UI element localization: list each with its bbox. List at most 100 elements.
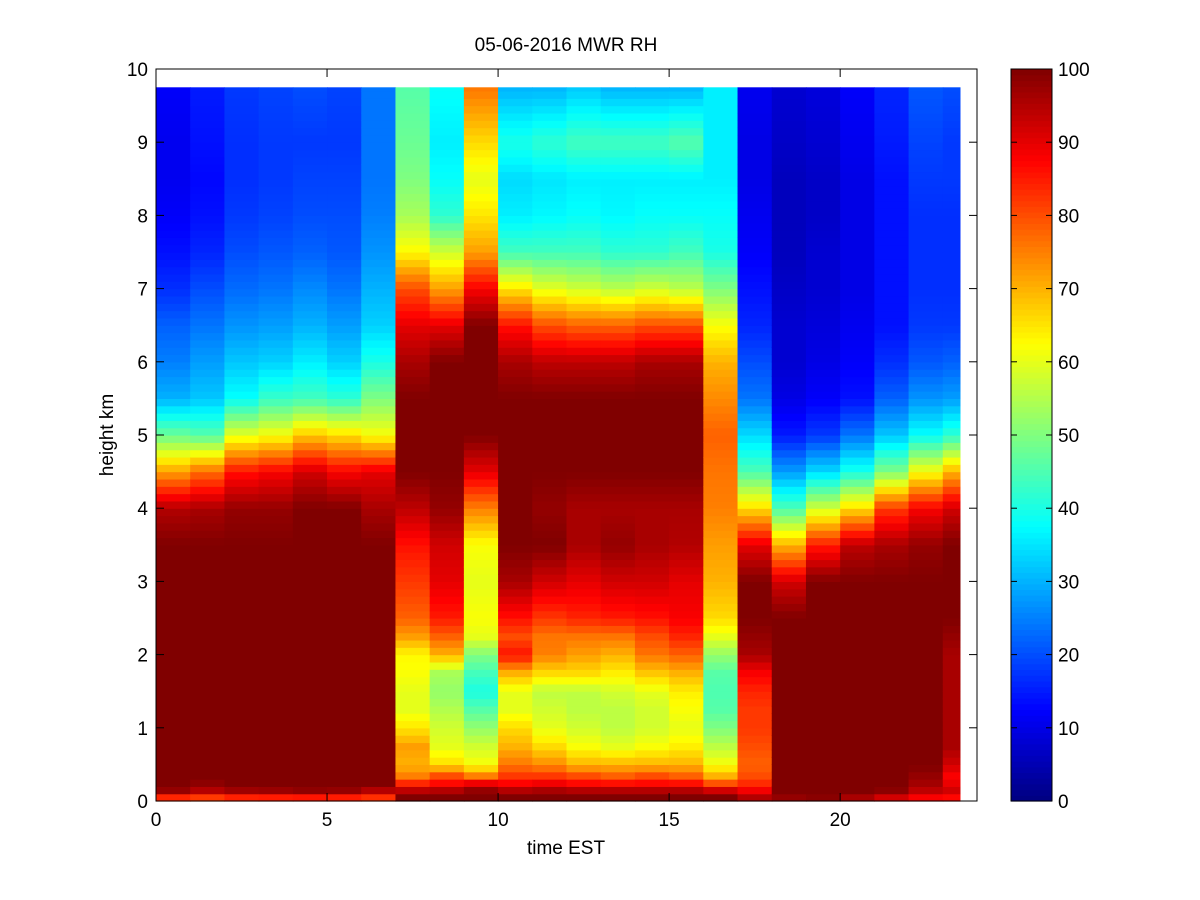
heatmap-cell [771, 105, 807, 114]
heatmap-cell [737, 420, 773, 429]
heatmap-cell [429, 230, 465, 238]
heatmap-cell [600, 771, 636, 780]
heatmap-cell [224, 376, 260, 385]
heatmap-cell [463, 186, 499, 195]
heatmap-cell [566, 376, 602, 385]
heatmap-cell [395, 493, 431, 502]
y-axis-label: height km [97, 394, 118, 476]
heatmap-cell [908, 566, 944, 575]
heatmap-cell [600, 259, 636, 268]
heatmap-cell [703, 647, 739, 656]
heatmap-cell [805, 742, 841, 751]
heatmap-cell [600, 413, 636, 421]
heatmap-cell [463, 735, 499, 744]
heatmap-cell [190, 215, 226, 224]
heatmap-cell [532, 200, 568, 209]
heatmap-cell [669, 383, 704, 392]
heatmap-cell [566, 632, 602, 641]
heatmap-cell [258, 339, 294, 348]
heatmap-cell [395, 647, 431, 656]
heatmap-cell [292, 442, 328, 451]
heatmap-cell [805, 295, 841, 304]
heatmap-cell [395, 164, 431, 173]
heatmap-cell [805, 127, 841, 136]
heatmap-cell [429, 427, 465, 436]
heatmap-cell [429, 369, 465, 378]
heatmap-cell [771, 764, 807, 773]
heatmap-cell [942, 325, 961, 334]
x-tick-label: 5 [322, 810, 333, 831]
heatmap-cell [908, 164, 944, 173]
heatmap-cell [463, 559, 499, 568]
heatmap-cell [498, 544, 533, 553]
heatmap-cell [600, 208, 636, 216]
heatmap-cell [737, 273, 773, 282]
heatmap-cell [498, 90, 533, 99]
colorbar-segment [1011, 795, 1052, 802]
heatmap-cell [771, 215, 807, 224]
heatmap-cell [566, 552, 602, 561]
heatmap-cell [361, 515, 397, 524]
colorbar-segment [1011, 332, 1052, 339]
heatmap-cell [429, 500, 465, 509]
heatmap-cell [771, 442, 807, 451]
heatmap-cell [224, 142, 260, 151]
heatmap-cell [292, 222, 328, 231]
heatmap-cell [600, 105, 636, 114]
heatmap-cell [292, 281, 328, 290]
heatmap-cell [258, 713, 294, 722]
colorbar-segment [1011, 389, 1052, 396]
heatmap-cell [463, 325, 499, 334]
heatmap-cell [737, 779, 773, 787]
heatmap-cell [156, 522, 191, 531]
heatmap-cell [942, 273, 961, 282]
heatmap-cell [908, 471, 944, 480]
heatmap-cell [703, 493, 739, 502]
heatmap-cell [874, 230, 910, 238]
heatmap-cell [874, 208, 910, 216]
heatmap-cell [258, 193, 294, 202]
heatmap-cell [498, 391, 533, 399]
heatmap-cell [942, 449, 961, 458]
heatmap-cell [258, 661, 294, 670]
heatmap-cell [532, 618, 568, 626]
heatmap-cell [634, 376, 670, 385]
heatmap-cell [703, 332, 739, 341]
heatmap-cell [942, 413, 961, 421]
heatmap-cell [737, 588, 773, 597]
heatmap-cell [190, 120, 226, 129]
heatmap-cell [669, 259, 704, 268]
heatmap-cell [942, 742, 961, 751]
heatmap-cell [258, 705, 294, 714]
colorbar-segment [1011, 549, 1052, 556]
heatmap-cell [669, 222, 704, 231]
heatmap-cell [156, 427, 191, 436]
heatmap-cell [600, 354, 636, 363]
heatmap-cell [156, 478, 191, 487]
heatmap-cell [498, 332, 533, 341]
heatmap-cell [669, 471, 704, 480]
heatmap-cell [156, 500, 191, 509]
heatmap-cell [840, 544, 875, 553]
heatmap-cell [463, 698, 499, 707]
heatmap-cell [600, 544, 636, 553]
heatmap-cell [874, 244, 910, 253]
colorbar-tick-label: 60 [1058, 353, 1079, 374]
heatmap-cell [156, 713, 191, 722]
heatmap-cell [532, 537, 568, 546]
heatmap-cell [532, 90, 568, 99]
heatmap-cell [429, 456, 465, 465]
heatmap-cell [292, 559, 328, 568]
heatmap-cell [463, 500, 499, 509]
heatmap-cell [532, 156, 568, 165]
heatmap-cell [190, 339, 226, 348]
heatmap-cell [703, 705, 739, 714]
heatmap-cell [156, 252, 191, 260]
heatmap-cell [669, 134, 704, 143]
heatmap-cell [669, 574, 704, 582]
heatmap-cell [395, 186, 431, 195]
heatmap-cell [771, 310, 807, 319]
heatmap-cell [327, 339, 362, 348]
heatmap-cell [361, 332, 397, 341]
heatmap-cell [771, 749, 807, 758]
